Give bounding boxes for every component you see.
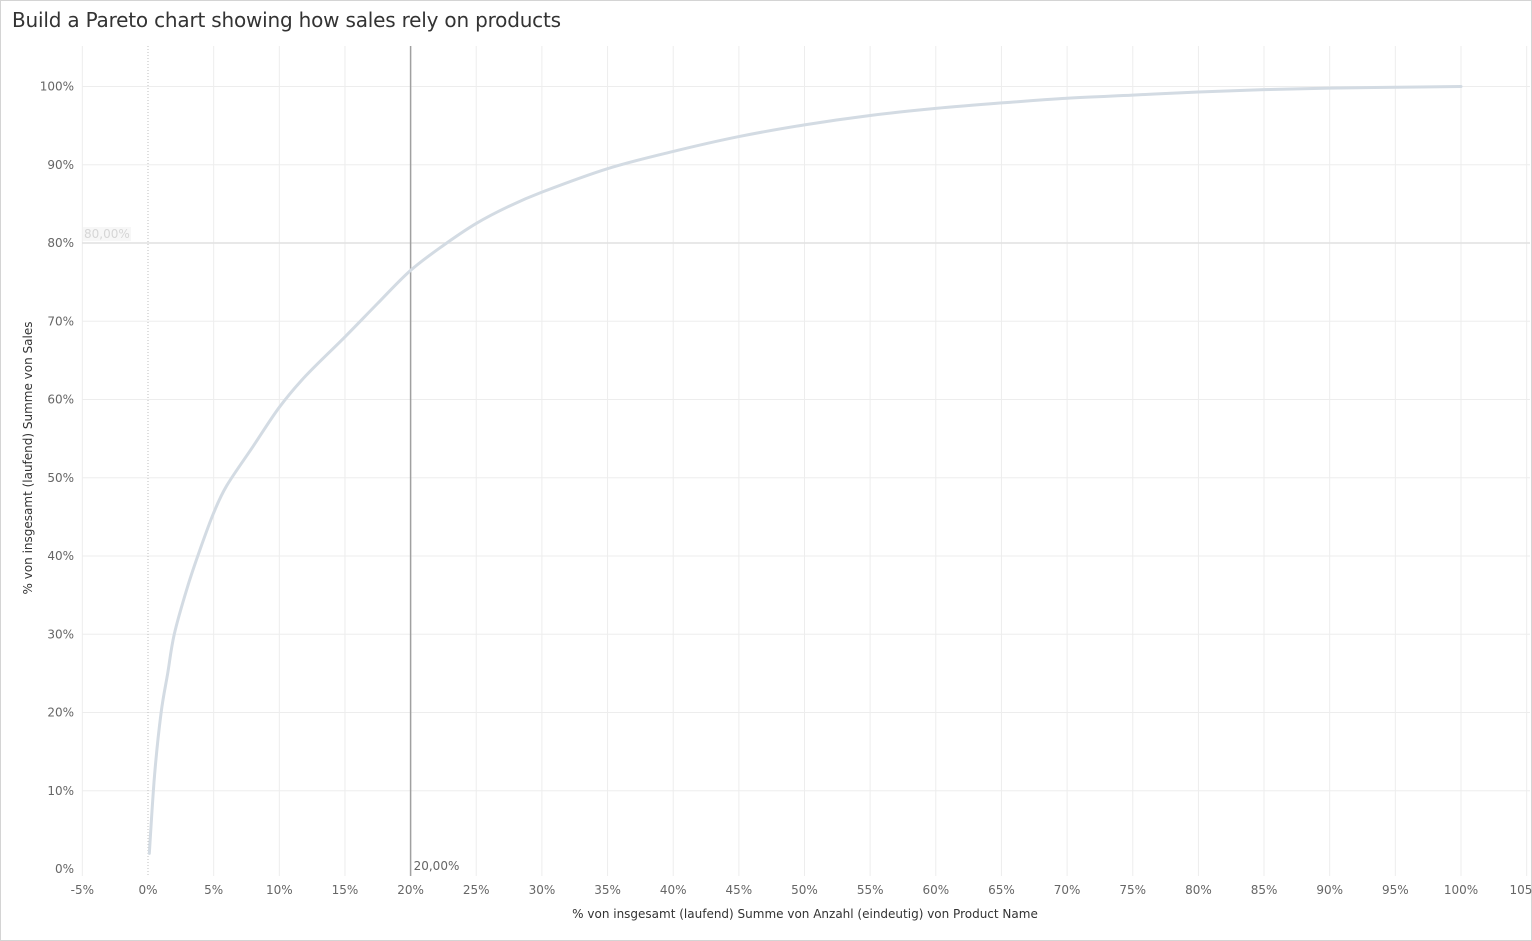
gridlines <box>81 46 1530 876</box>
x-tick-label: 0% <box>138 883 157 897</box>
y-tick-label: 20% <box>47 706 74 720</box>
x-tick-label: 100% <box>1444 883 1478 897</box>
y-tick-label: 10% <box>47 784 74 798</box>
horizontal-reference-label-bg <box>83 227 131 241</box>
x-tick-label: 65% <box>988 883 1015 897</box>
x-tick-label: 55% <box>857 883 884 897</box>
y-tick-label: 0% <box>55 862 74 876</box>
vertical-reference-label: 20,00% <box>414 859 460 873</box>
y-tick-label: 40% <box>47 549 74 563</box>
x-tick-label: 90% <box>1316 883 1343 897</box>
x-tick-label: 15% <box>332 883 359 897</box>
x-tick-label: 5% <box>204 883 223 897</box>
y-tick-label: 90% <box>47 158 74 172</box>
x-tick-label: 20% <box>397 883 424 897</box>
y-tick-label: 60% <box>47 393 74 407</box>
x-tick-label: 35% <box>594 883 621 897</box>
x-tick-label: 80% <box>1185 883 1212 897</box>
y-axis-title: % von insgesamt (laufend) Summe von Sale… <box>21 322 35 595</box>
x-tick-label: 70% <box>1054 883 1081 897</box>
y-tick-label: 30% <box>47 627 74 641</box>
x-tick-label: 25% <box>463 883 490 897</box>
horizontal-reference-label: 80,00% <box>84 227 130 241</box>
x-tick-label: 85% <box>1251 883 1278 897</box>
pareto-curve <box>147 85 1463 855</box>
x-tick-label: -5% <box>71 883 94 897</box>
x-tick-label: 45% <box>726 883 753 897</box>
y-tick-label: 80% <box>47 236 74 250</box>
page-title: Build a Pareto chart showing how sales r… <box>12 8 561 32</box>
x-tick-label: 10% <box>266 883 293 897</box>
y-tick-label: 50% <box>47 471 74 485</box>
reference-lines: 80,00% 20,00% <box>82 46 1530 876</box>
y-tick-label: 100% <box>40 80 74 94</box>
x-tick-label: 50% <box>791 883 818 897</box>
x-tick-label: 75% <box>1119 883 1146 897</box>
x-tick-label: 105% <box>1509 883 1532 897</box>
x-axis-title: % von insgesamt (laufend) Summe von Anza… <box>572 907 1038 921</box>
x-tick-label: 95% <box>1382 883 1409 897</box>
x-tick-label: 30% <box>529 883 556 897</box>
x-tick-label: 60% <box>922 883 949 897</box>
x-tick-label: 40% <box>660 883 687 897</box>
series-layer <box>147 85 1463 855</box>
axis-ticks: -5% 0% 5% 10% 15% 20% 25% 30% 35% 40% 45% 50% 55% 60%… <box>40 80 1532 898</box>
y-tick-label: 70% <box>47 314 74 328</box>
